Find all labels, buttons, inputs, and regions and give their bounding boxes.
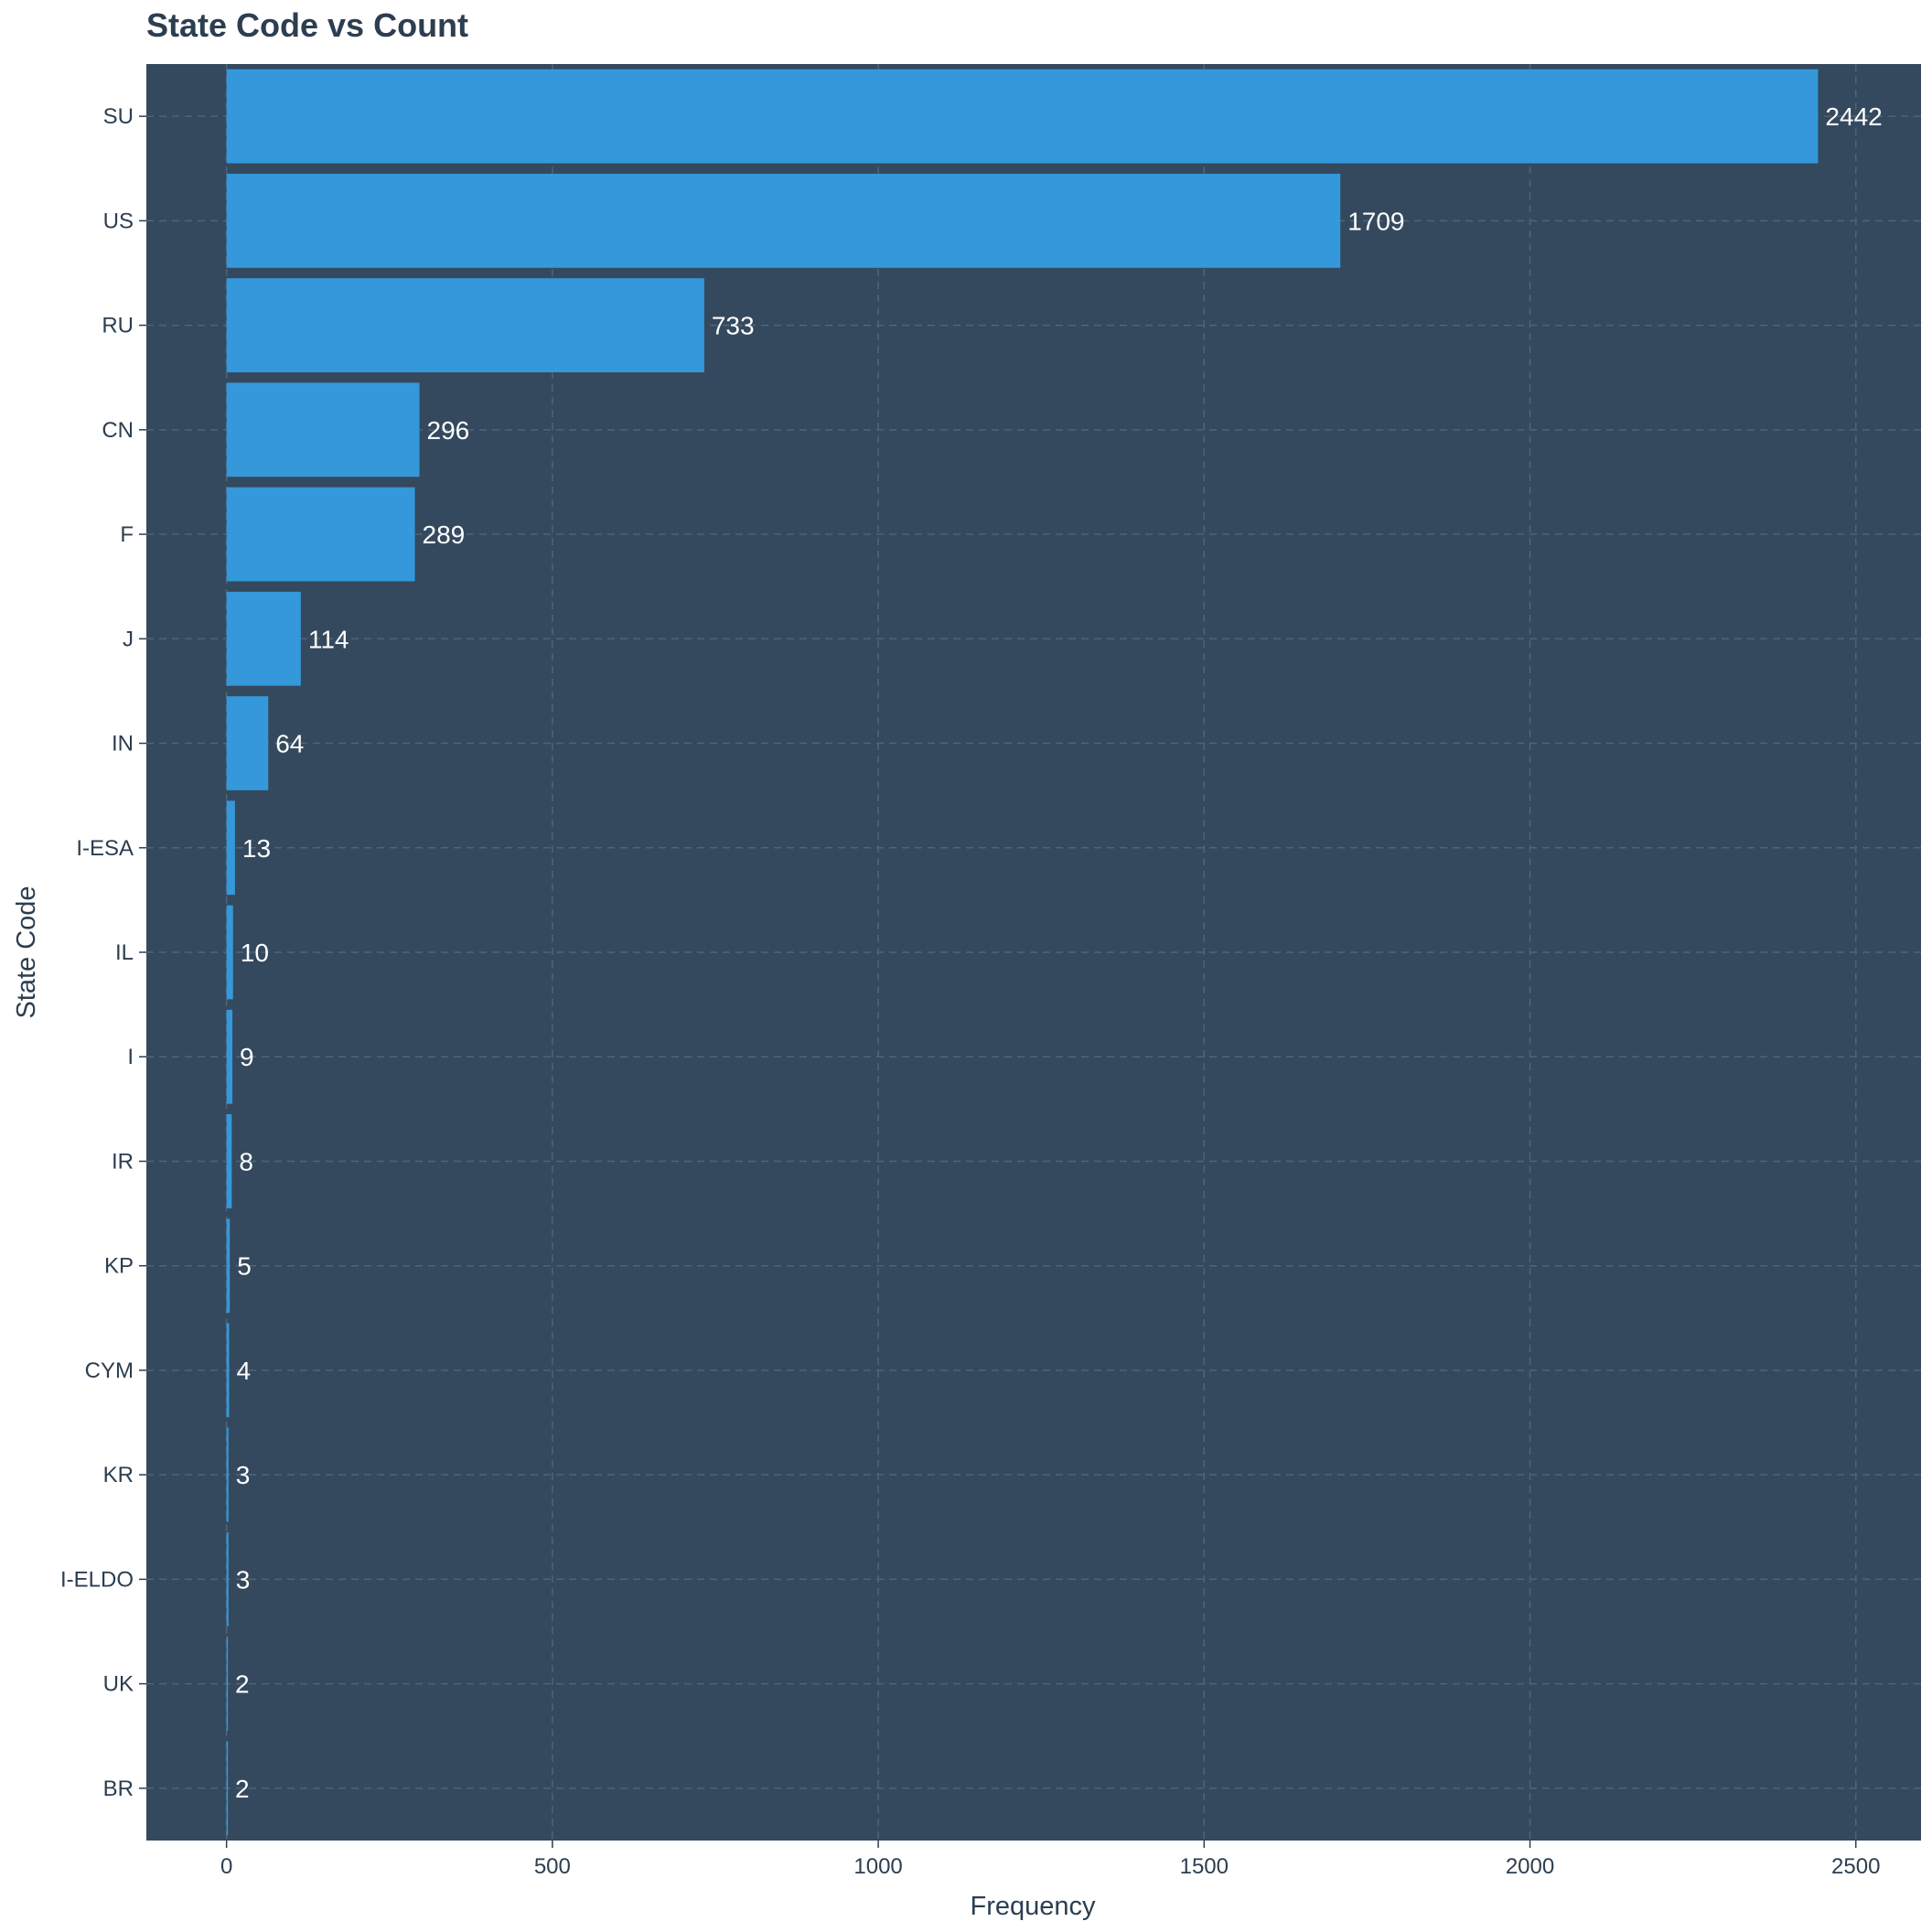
bar-value-label: 296	[427, 416, 470, 445]
bar-value-label: 4	[236, 1357, 251, 1385]
y-tick-label: CYM	[85, 1358, 134, 1383]
bar	[226, 487, 415, 582]
bar	[226, 591, 301, 686]
bar	[226, 278, 704, 372]
bar-value-label: 5	[237, 1252, 252, 1281]
y-tick-label: KP	[104, 1254, 134, 1279]
y-tick-label: J	[123, 627, 134, 651]
bar-value-label: 10	[241, 939, 269, 967]
bar-value-label: 289	[423, 521, 466, 549]
y-tick-label: KR	[103, 1463, 134, 1487]
bar	[226, 382, 420, 478]
data-labels: 2442 1709 733 296 289 114 64 13 10 9 8 5 4 3 3 2 2	[235, 102, 1883, 1803]
y-axis-title: State Code	[12, 886, 41, 1018]
bar-value-label: 114	[308, 625, 349, 653]
y-tick-label: F	[120, 522, 134, 547]
bar	[226, 173, 1341, 268]
x-tick-label: 1000	[853, 1854, 902, 1879]
bar-value-label: 64	[275, 730, 304, 758]
gridlines	[146, 64, 1921, 1841]
x-tick-label: 2500	[1831, 1854, 1880, 1879]
bars	[226, 69, 1819, 1836]
y-tick-label: IR	[112, 1149, 134, 1174]
y-tick-label: UK	[103, 1672, 134, 1697]
bar-value-label: 1709	[1347, 207, 1404, 235]
y-tick-label: I	[127, 1045, 134, 1069]
y-tick-label: IL	[115, 940, 134, 965]
y-tick-label: US	[103, 209, 134, 233]
y-tick-label: IN	[112, 732, 134, 757]
bar-value-label: 3	[236, 1565, 251, 1594]
y-tick-label: CN	[102, 418, 134, 443]
x-tick-label: 1500	[1180, 1854, 1229, 1879]
bar-value-label: 2442	[1825, 102, 1882, 131]
bar-value-label: 2	[235, 1775, 250, 1803]
bar-value-label: 2	[235, 1670, 250, 1699]
bar-value-label: 9	[240, 1043, 254, 1071]
bar	[226, 1114, 232, 1208]
bar	[226, 1427, 229, 1522]
x-tick-label: 0	[220, 1854, 232, 1879]
bar	[226, 69, 1819, 164]
x-tick-label: 500	[534, 1854, 571, 1879]
bar	[226, 696, 269, 790]
x-tick-label: 2000	[1506, 1854, 1554, 1879]
chart-title: State Code vs Count	[146, 6, 468, 44]
y-tick-label: I-ESA	[76, 836, 134, 861]
y-tick-label: BR	[103, 1776, 134, 1801]
y-tick-label: RU	[102, 314, 134, 338]
y-axis-ticks: SU US RU CN F J IN I-ESA IL I IR KP CYM KR I-ELDO UK BR	[60, 104, 146, 1801]
bar	[226, 1218, 231, 1314]
bar-value-label: 733	[712, 312, 755, 340]
y-tick-label: SU	[103, 104, 134, 129]
bar	[226, 1532, 229, 1626]
bar	[226, 1741, 229, 1836]
bar	[226, 1637, 229, 1732]
bar	[226, 1323, 230, 1418]
bar-value-label: 8	[239, 1147, 253, 1175]
bar-value-label: 3	[236, 1461, 251, 1489]
bar	[226, 905, 233, 1000]
bar	[226, 1009, 233, 1104]
x-axis-ticks: 0 500 1000 1500 2000 2500	[220, 1841, 1880, 1879]
y-tick-label: I-ELDO	[60, 1567, 134, 1592]
bar	[226, 800, 235, 896]
x-axis-title: Frequency	[970, 1892, 1096, 1921]
bar-value-label: 13	[242, 834, 271, 863]
